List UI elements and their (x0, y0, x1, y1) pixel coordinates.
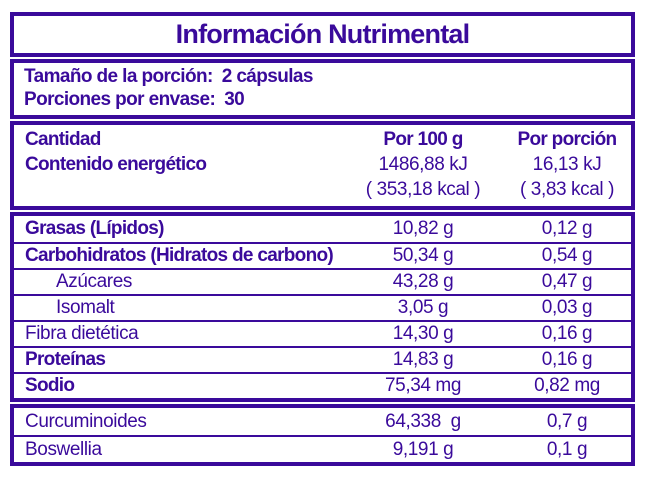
energy-kj-per-portion: 16,13 kJ (532, 153, 602, 175)
servings-per-container-line: Porciones por envase: 30 (24, 88, 621, 111)
nutrient-label: Grasas (Lípidos) (25, 218, 164, 239)
extra-per-portion: 0,1 g (546, 438, 588, 460)
nutrient-label: Fibra dietética (25, 323, 139, 344)
extras-box: Curcuminoides 64,338 g 0,7 g Boswellia 9… (10, 404, 635, 466)
energy-kj-per-100g: 1486,88 kJ (378, 153, 468, 175)
nutrient-row-isomalt: Isomalt 3,05 g 0,03 g (14, 294, 631, 320)
extra-row-curcuminoids: Curcuminoides 64,338 g 0,7 g (14, 408, 631, 435)
page-title: Información Nutrimental (175, 19, 470, 49)
nutrient-per-100g: 43,28 g (392, 271, 454, 292)
nutrient-per-100g: 50,34 g (392, 245, 454, 266)
nutrient-row-carbohydrates: Carbohidratos (Hidratos de carbono) 50,3… (14, 242, 631, 268)
nutrient-per-portion: 0,16 g (541, 349, 593, 370)
energy-kcal-per-100g: ( 353,18 kcal ) (365, 178, 481, 200)
nutrient-row-fats: Grasas (Lípidos) 10,82 g 0,12 g (14, 216, 631, 242)
nutrient-per-portion: 0,82 mg (534, 375, 600, 396)
nutrient-label: Sodio (25, 375, 75, 396)
per-portion-header: Por porción (517, 128, 618, 150)
nutrient-per-100g: 75,34 mg (384, 375, 462, 396)
energy-kcal-per-portion: ( 3,83 kcal ) (519, 178, 615, 200)
nutrients-box: Grasas (Lípidos) 10,82 g 0,12 g Carbohid… (10, 212, 635, 402)
extra-label: Boswellia (25, 438, 102, 460)
column-header-row: Cantidad Por 100 g Por porción (14, 127, 631, 152)
title-box: Información Nutrimental (10, 12, 635, 57)
nutrient-label: Azúcares (56, 271, 133, 292)
serving-size-label: Tamaño de la porción: (24, 66, 213, 87)
energy-label: Contenido energético (25, 153, 207, 175)
extra-per-100g: 9,191 g (392, 438, 454, 460)
nutrient-label: Carbohidratos (Hidratos de carbono) (25, 245, 334, 266)
serving-size-line: Tamaño de la porción: 2 cápsulas (24, 65, 621, 88)
nutrient-per-100g: 10,82 g (392, 218, 454, 239)
serving-size-value: 2 cápsulas (221, 66, 314, 87)
nutrient-per-100g: 14,30 g (392, 323, 454, 344)
servings-per-container-value: 30 (224, 89, 245, 110)
nutrient-per-portion: 0,03 g (541, 297, 593, 318)
nutrition-label: Información Nutrimental Tamaño de la por… (10, 12, 635, 468)
nutrient-row-sodium: Sodio 75,34 mg 0,82 mg (14, 372, 631, 398)
nutrient-per-portion: 0,12 g (541, 218, 593, 239)
amount-header: Cantidad (25, 128, 101, 150)
extra-per-portion: 0,7 g (546, 410, 588, 432)
extra-per-100g: 64,338 g (385, 410, 461, 432)
nutrient-row-fiber: Fibra dietética 14,30 g 0,16 g (14, 320, 631, 346)
serving-info-box: Tamaño de la porción: 2 cápsulas Porcione… (10, 59, 635, 119)
per-100g-header: Por 100 g (383, 128, 463, 150)
nutrient-per-100g: 3,05 g (397, 297, 449, 318)
nutrient-per-portion: 0,54 g (541, 245, 593, 266)
energy-kcal-row: ( 353,18 kcal ) ( 3,83 kcal ) (14, 177, 631, 202)
nutrient-row-protein: Proteínas 14,83 g 0,16 g (14, 346, 631, 372)
nutrient-label: Isomalt (56, 297, 115, 318)
extra-row-boswellia: Boswellia 9,191 g 0,1 g (14, 435, 631, 462)
nutrient-row-sugars: Azúcares 43,28 g 0,47 g (14, 268, 631, 294)
nutrient-per-portion: 0,16 g (541, 323, 593, 344)
energy-kj-row: Contenido energético 1486,88 kJ 16,13 kJ (14, 152, 631, 177)
nutrient-label: Proteínas (25, 349, 106, 370)
nutrient-per-100g: 14,83 g (392, 349, 454, 370)
energy-box: Cantidad Por 100 g Por porción Contenido… (10, 121, 635, 210)
servings-per-container-label: Porciones por envase: (24, 89, 216, 110)
nutrient-per-portion: 0,47 g (541, 271, 593, 292)
extra-label: Curcuminoides (25, 410, 147, 432)
